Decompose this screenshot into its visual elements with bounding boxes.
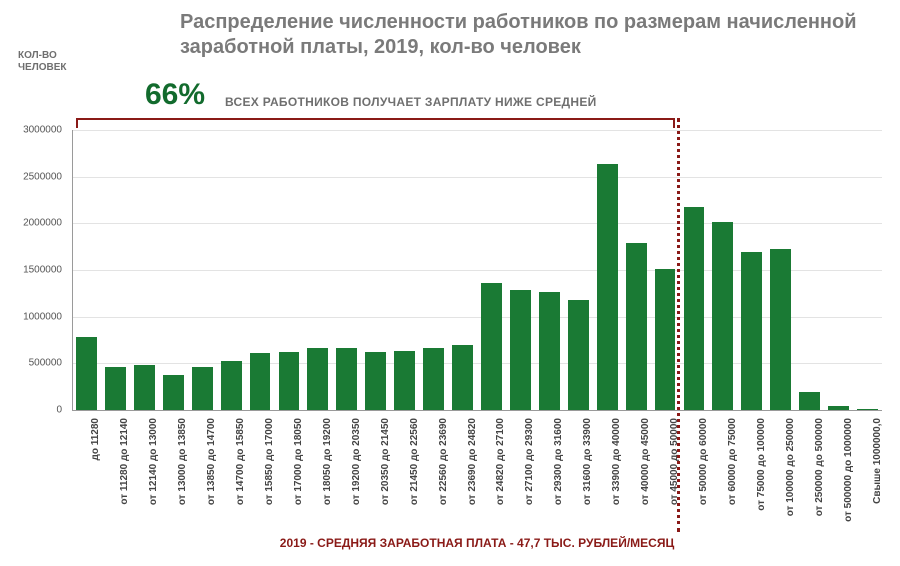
x-tick-label: от 13000 до 13850 bbox=[177, 418, 188, 505]
bar bbox=[250, 353, 271, 410]
x-tick-label: от 250000 до 500000 bbox=[814, 418, 825, 516]
bar bbox=[655, 269, 676, 410]
bar bbox=[770, 249, 791, 410]
x-tick-label: от 40000 до 45000 bbox=[640, 418, 651, 505]
bar bbox=[134, 365, 155, 410]
x-tick-label: от 22560 до 23690 bbox=[438, 418, 449, 505]
x-tick-label: от 18050 до 19200 bbox=[322, 418, 333, 505]
bar bbox=[857, 409, 878, 410]
bar bbox=[626, 243, 647, 410]
bar bbox=[684, 207, 705, 410]
x-tick-label: Свыше 1000000,0 bbox=[872, 418, 883, 504]
average-salary-line bbox=[677, 118, 680, 532]
bar bbox=[568, 300, 589, 410]
x-tick-label: до 11280 bbox=[90, 418, 101, 461]
callout-bracket bbox=[76, 118, 675, 130]
bar bbox=[597, 164, 618, 410]
x-axis-line bbox=[72, 410, 882, 411]
y-tick-label: 2000000 bbox=[0, 218, 62, 229]
bar bbox=[510, 290, 531, 410]
y-tick-label: 3000000 bbox=[0, 125, 62, 136]
x-tick-label: от 13850 до 14700 bbox=[206, 418, 217, 505]
bar bbox=[307, 348, 328, 410]
x-tick-label: от 14700 до 15850 bbox=[235, 418, 246, 505]
x-tick-label: от 12140 до 13000 bbox=[148, 418, 159, 505]
chart-footer: 2019 - СРЕДНЯЯ ЗАРАБОТНАЯ ПЛАТА - 47,7 Т… bbox=[72, 536, 882, 550]
y-tick-label: 2500000 bbox=[0, 171, 62, 182]
bar bbox=[394, 351, 415, 410]
x-tick-label: от 75000 до 100000 bbox=[756, 418, 767, 511]
bar bbox=[163, 375, 184, 410]
bar-chart: до 11280 от 11280 до 12140 от 12140 до 130… bbox=[72, 130, 882, 550]
callout-percent: 66% bbox=[145, 78, 205, 112]
y-axis-title: КОЛ-ВО ЧЕЛОВЕК bbox=[18, 50, 67, 74]
bar bbox=[799, 392, 820, 410]
x-tick-label: от 24820 до 27100 bbox=[495, 418, 506, 505]
bar bbox=[481, 283, 502, 410]
x-tick-label: от 11280 до 12140 bbox=[119, 418, 130, 505]
y-tick-label: 1500000 bbox=[0, 265, 62, 276]
x-tick-label: от 19200 до 20350 bbox=[351, 418, 362, 505]
x-tick-label: от 60000 до 75000 bbox=[727, 418, 738, 505]
x-tick-label: от 20350 до 21450 bbox=[380, 418, 391, 505]
bar bbox=[423, 348, 444, 410]
bar bbox=[828, 406, 849, 410]
bar bbox=[741, 252, 762, 410]
bar bbox=[539, 292, 560, 410]
x-tick-label: от 15850 до 17000 bbox=[264, 418, 275, 505]
x-tick-label: от 50000 до 60000 bbox=[698, 418, 709, 505]
y-tick-label: 500000 bbox=[0, 358, 62, 369]
x-tick-label: от 33900 до 40000 bbox=[611, 418, 622, 505]
chart-title: Распределение численности работников по … bbox=[180, 10, 880, 60]
x-tick-label: от 500000 до 1000000 bbox=[843, 418, 854, 522]
x-tick-label: от 31600 до 33900 bbox=[582, 418, 593, 505]
y-tick-label: 1000000 bbox=[0, 311, 62, 322]
bar bbox=[105, 367, 126, 410]
x-tick-label: от 29300 до 31600 bbox=[553, 418, 564, 505]
x-tick-label: от 100000 до 250000 bbox=[785, 418, 796, 516]
bar bbox=[192, 367, 213, 410]
bar bbox=[279, 352, 300, 410]
bar bbox=[452, 345, 473, 410]
x-tick-label: от 27100 до 29300 bbox=[524, 418, 535, 505]
bar bbox=[336, 348, 357, 410]
bar bbox=[221, 361, 242, 410]
x-tick-label: от 17000 до 18050 bbox=[293, 418, 304, 505]
bar bbox=[76, 337, 97, 410]
x-tick-label: от 21450 до 22560 bbox=[409, 418, 420, 505]
x-tick-label: от 23690 до 24820 bbox=[467, 418, 478, 505]
plot-area bbox=[72, 130, 882, 410]
callout-text: ВСЕХ РАБОТНИКОВ ПОЛУЧАЕТ ЗАРПЛАТУ НИЖЕ С… bbox=[225, 95, 597, 109]
bars-layer bbox=[72, 130, 882, 410]
bar bbox=[712, 222, 733, 410]
y-tick-label: 0 bbox=[0, 405, 62, 416]
bar bbox=[365, 352, 386, 410]
chart-container: { "title": "Распределение численности ра… bbox=[0, 0, 900, 566]
